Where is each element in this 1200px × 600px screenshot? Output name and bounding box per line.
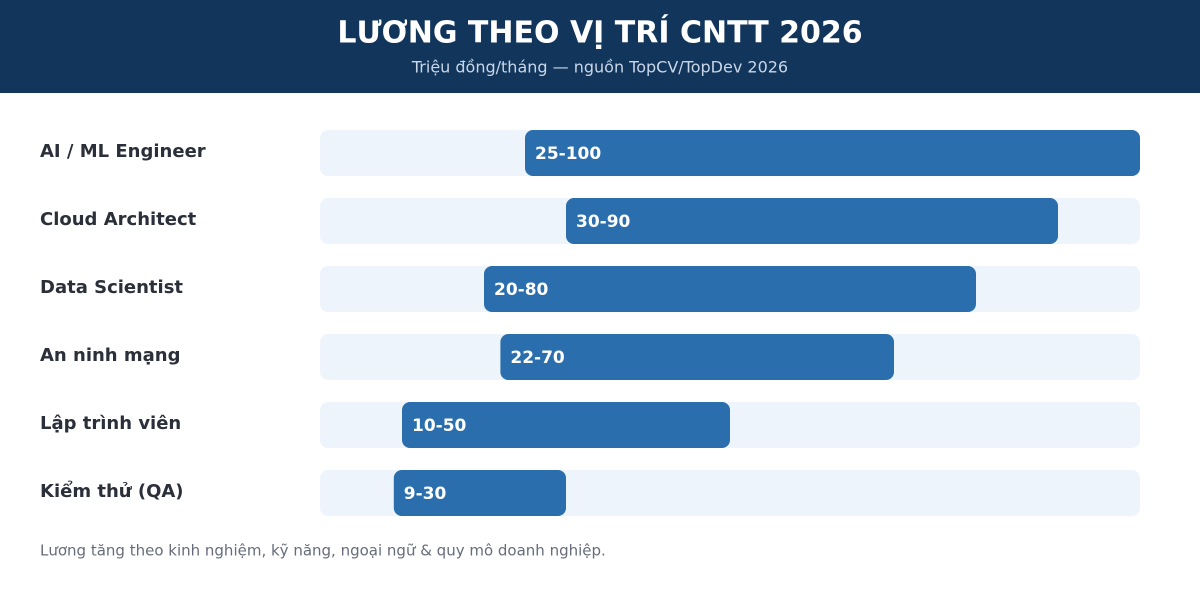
category-label: Cloud Architect <box>40 209 197 230</box>
category-label: Kiểm thử (QA) <box>40 480 184 502</box>
value-label: 9-30 <box>404 484 447 504</box>
range-bar <box>525 130 1140 176</box>
footnote: Lương tăng theo kinh nghiệm, kỹ năng, ng… <box>40 542 606 560</box>
value-label: 10-50 <box>412 416 467 436</box>
range-bar <box>393 470 566 516</box>
value-label: 25-100 <box>535 144 601 164</box>
range-bar <box>402 402 730 448</box>
value-label: 22-70 <box>510 348 565 368</box>
category-label: AI / ML Engineer <box>40 141 206 162</box>
value-label: 30-90 <box>576 212 631 232</box>
category-label: Data Scientist <box>40 277 183 298</box>
category-label: Lập trình viên <box>40 413 181 434</box>
range-bar <box>500 334 894 380</box>
category-label: An ninh mạng <box>40 345 181 366</box>
header-band <box>0 0 1200 93</box>
chart-title: LƯƠNG THEO VỊ TRÍ CNTT 2026 <box>337 15 862 51</box>
value-label: 20-80 <box>494 280 549 300</box>
chart-subtitle: Triệu đồng/tháng — nguồn TopCV/TopDev 20… <box>411 58 788 77</box>
range-bar <box>566 198 1058 244</box>
range-bar <box>484 266 976 312</box>
